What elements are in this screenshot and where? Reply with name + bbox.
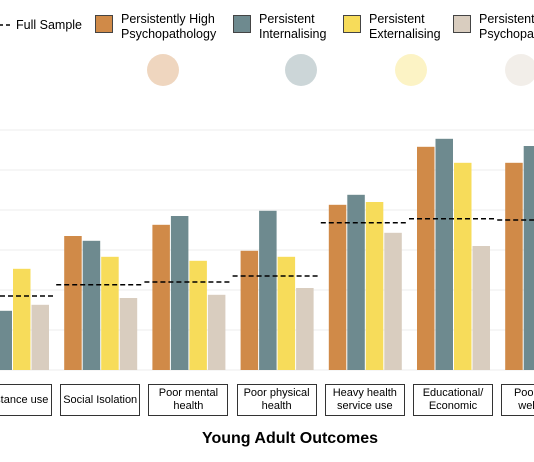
- bar: [472, 246, 490, 370]
- category-label: Poor physical health: [236, 384, 317, 416]
- x-axis-label: Young Adult Outcomes: [202, 430, 378, 447]
- legend-swatch: [343, 15, 361, 33]
- bar: [384, 232, 402, 370]
- bar: [347, 194, 365, 370]
- bar: [523, 146, 534, 370]
- legend-swatch: [95, 15, 113, 33]
- legend-label: Persistently High Psychopathology: [121, 12, 217, 41]
- legend-swatch: [233, 15, 251, 33]
- bar: [277, 256, 296, 370]
- category-label: Heavy health service use: [324, 384, 405, 416]
- legend-label: Persistent Low Psychopathology: [479, 12, 534, 41]
- legend-label: Persistent Internalising: [259, 12, 327, 41]
- legend-icon: [285, 54, 317, 86]
- bar: [82, 240, 101, 370]
- bar: [365, 202, 384, 370]
- legend-label: Persistent Externalising: [369, 12, 441, 41]
- bar: [207, 294, 226, 370]
- category-label: Poor social wellbeing: [501, 384, 534, 416]
- bar: [13, 268, 31, 370]
- bar: [454, 162, 472, 370]
- legend-label: Full Sample: [16, 18, 82, 32]
- legend-icon: [395, 54, 427, 86]
- bar: [259, 210, 277, 370]
- bar: [296, 288, 314, 370]
- category-label: Poor mental health: [148, 384, 229, 416]
- bar: [119, 298, 138, 370]
- legend-icon: [147, 54, 179, 86]
- bar: [170, 216, 189, 370]
- bar: [101, 256, 119, 370]
- bar: [189, 260, 207, 370]
- bar: [328, 204, 347, 370]
- bar: [152, 224, 170, 370]
- category-label: Social Isolation: [60, 384, 141, 416]
- bar: [435, 138, 453, 370]
- bar: [417, 146, 435, 370]
- bar: [0, 310, 12, 370]
- bar: [31, 304, 49, 370]
- bar: [505, 162, 523, 370]
- category-label: Educational/ Economic: [413, 384, 493, 416]
- legend-icon: [505, 54, 534, 86]
- bar: [240, 250, 259, 370]
- legend-swatch: [453, 15, 471, 33]
- category-label: Substance use: [0, 384, 52, 416]
- bar: [64, 236, 82, 370]
